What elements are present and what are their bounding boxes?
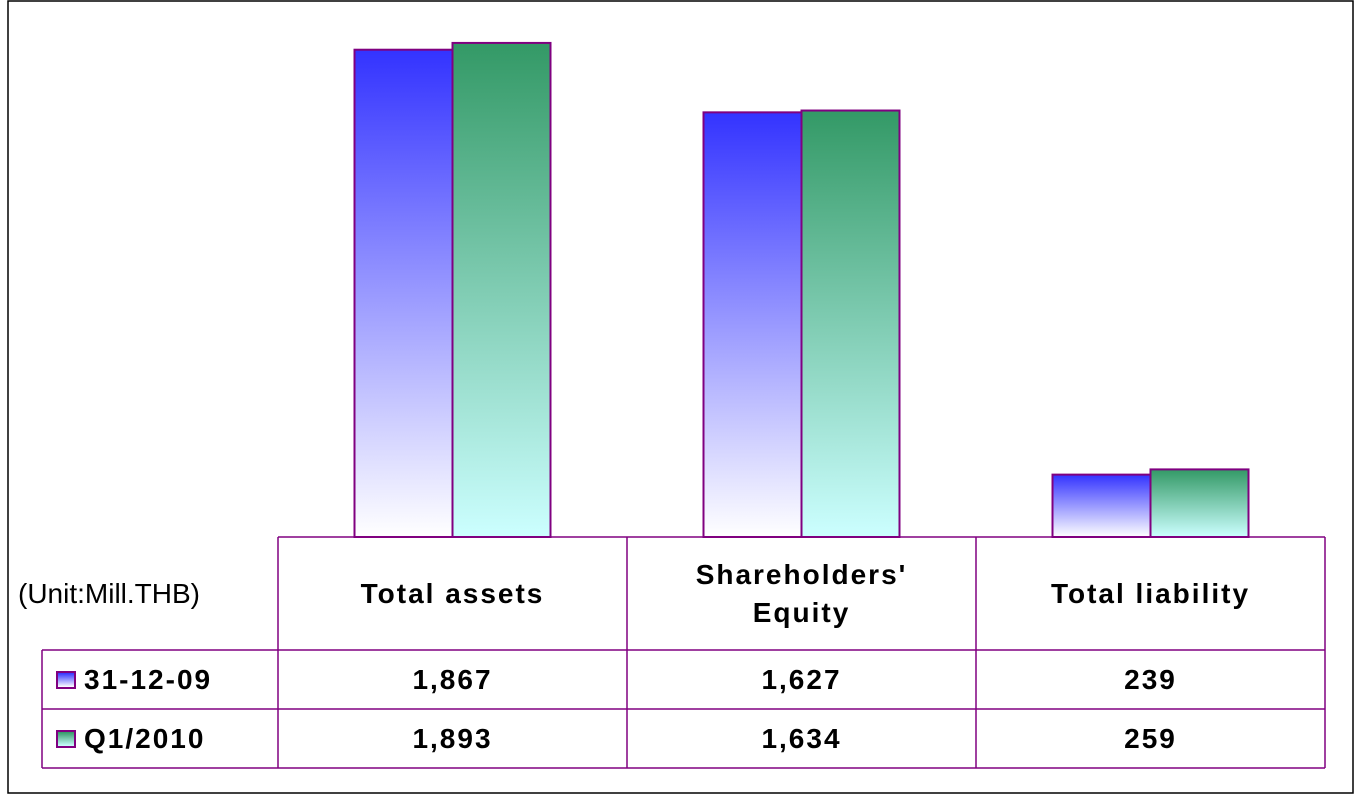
- legend-label: 31-12-09: [84, 663, 213, 695]
- value-label: 1,867: [412, 663, 493, 695]
- category-label: Total liability: [1050, 577, 1251, 609]
- legend-entry: 31-12-09: [42, 650, 278, 709]
- bar: [800, 109, 901, 538]
- category-label: Shareholders' Equity: [695, 558, 908, 628]
- value-label: 1,634: [761, 722, 842, 754]
- bar: [1051, 473, 1152, 539]
- legend-label: Q1/2010: [84, 722, 206, 754]
- bar: [702, 111, 803, 538]
- legend-entry: Q1/2010: [42, 709, 278, 768]
- unit-label: (Unit:Mill.THB): [18, 577, 200, 609]
- legend-key: [56, 670, 76, 689]
- bar: [451, 41, 552, 538]
- category-label: Total assets: [360, 577, 545, 609]
- legend-key: [56, 729, 76, 748]
- value-label: 239: [1124, 663, 1177, 695]
- value-label: 1,893: [412, 722, 493, 754]
- value-label: 1,627: [761, 663, 842, 695]
- value-label: 259: [1124, 722, 1177, 754]
- chart-frame: [7, 0, 1354, 794]
- bar: [353, 48, 454, 538]
- bar: [1149, 468, 1250, 538]
